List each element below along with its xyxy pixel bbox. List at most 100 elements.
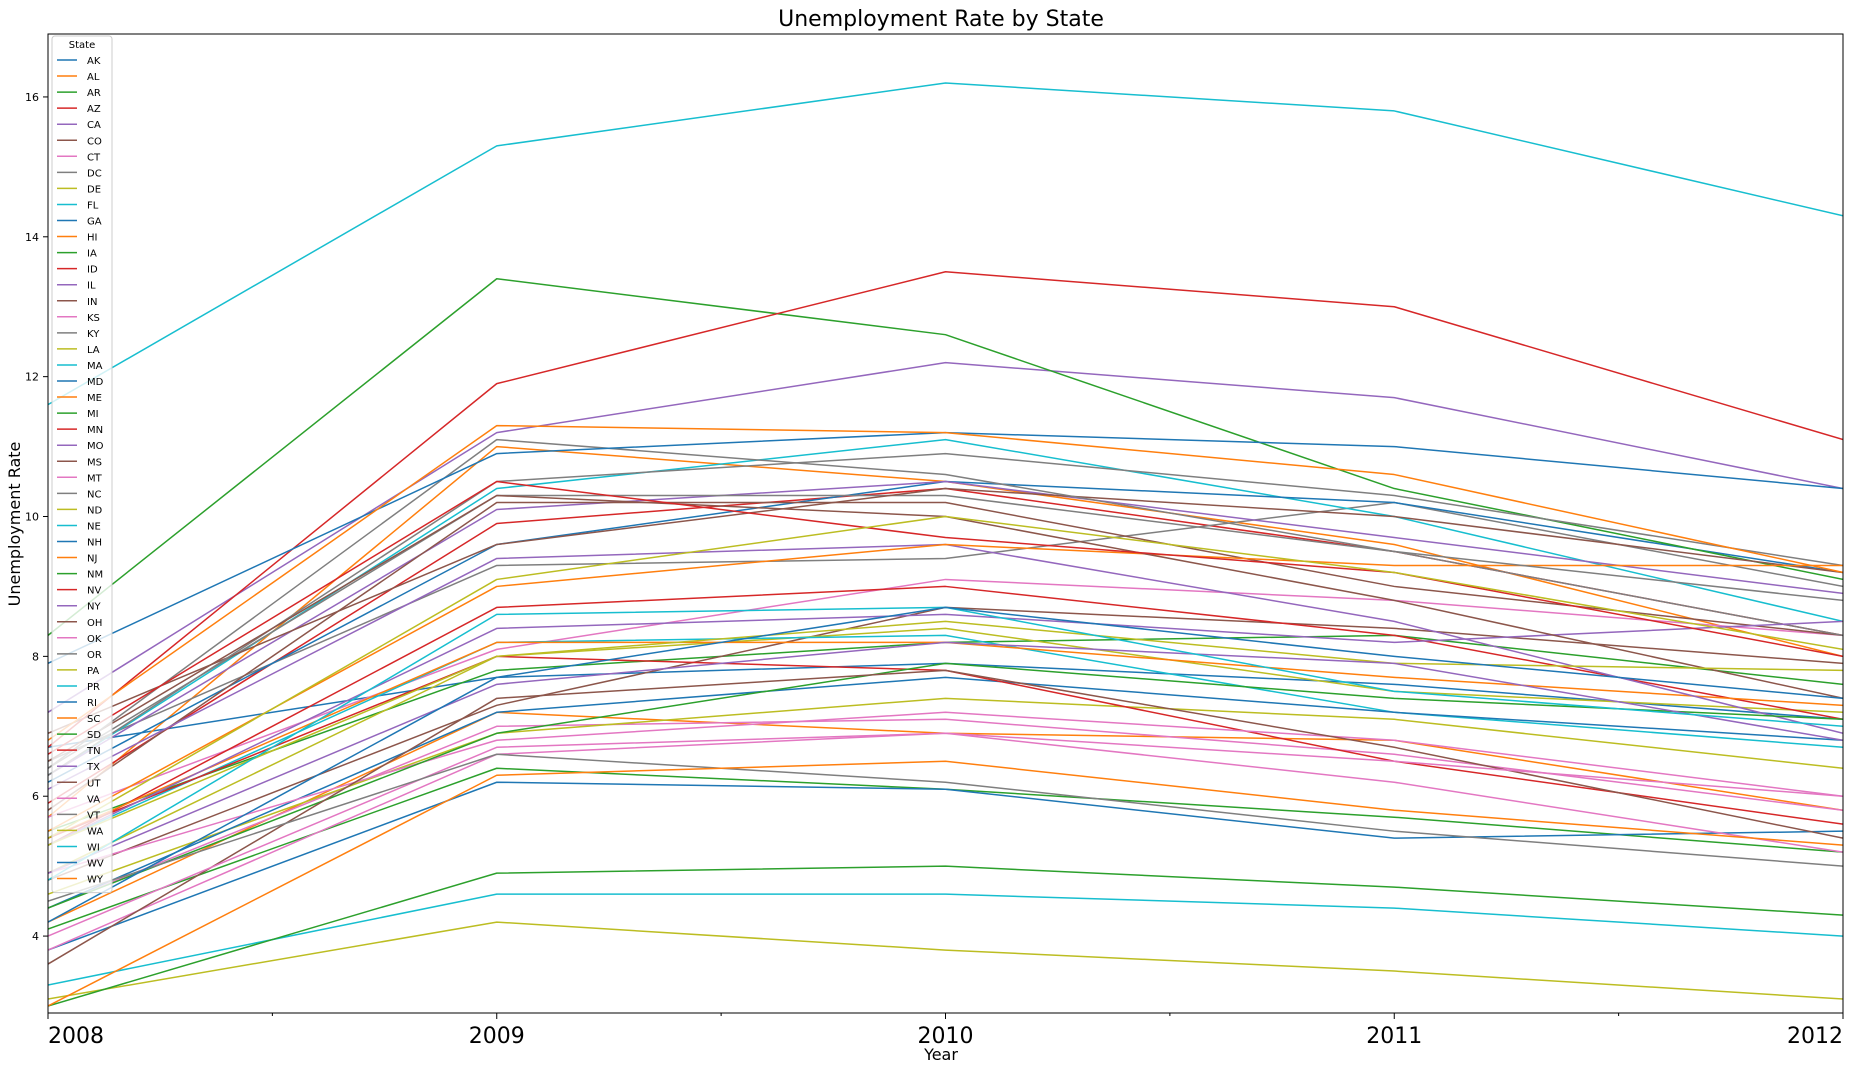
series-line-ca: [48, 361, 1843, 713]
x-tick-label: 2010: [918, 1024, 974, 1049]
legend-label-ny: NY: [87, 602, 101, 613]
x-tick-label: 2008: [48, 1024, 104, 1049]
series-line-wa: [48, 515, 1843, 839]
series-line-ne: [48, 893, 1843, 986]
legend-box: [51, 35, 113, 894]
legend-label-nj: NJ: [87, 554, 97, 565]
plot-area: 2008 2009 2010 2011 2012 4 6 8 10 12 14 16: [25, 33, 1844, 1049]
series-line-tx: [48, 641, 1843, 874]
series-line-pr: [48, 82, 1843, 406]
legend-label-ar: AR: [87, 88, 101, 99]
series-line-mi: [48, 278, 1843, 636]
series-lines: [48, 82, 1843, 1007]
series-line-wy: [48, 760, 1843, 1007]
legend-label-pa: PA: [87, 666, 99, 677]
legend-label-wi: WI: [87, 842, 100, 853]
x-tick-label: 2011: [1366, 1024, 1422, 1049]
series-line-ok: [48, 732, 1843, 951]
legend-label-ak: AK: [87, 56, 101, 67]
series-line-nj: [48, 543, 1843, 832]
series-line-nd: [48, 921, 1843, 1000]
legend-label-nh: NH: [87, 538, 102, 549]
legend-label-wy: WY: [87, 875, 104, 886]
y-tick-label: 16: [25, 91, 39, 104]
series-line-me: [48, 641, 1843, 839]
legend-label-co: CO: [87, 136, 102, 147]
legend-label-in: IN: [87, 297, 97, 308]
legend-label-tx: TX: [86, 762, 100, 773]
x-axis-label: Year: [923, 1045, 958, 1064]
series-line-va: [48, 732, 1843, 937]
legend-label-mo: MO: [87, 441, 104, 452]
y-tick-label: 14: [25, 231, 39, 244]
legend-label-wa: WA: [87, 826, 103, 837]
series-line-in: [48, 501, 1843, 811]
y-axis-label: Unemployment Rate: [5, 442, 24, 607]
legend-label-ca: CA: [87, 120, 101, 131]
series-line-dc: [48, 501, 1843, 762]
legend-label-ia: IA: [87, 249, 97, 260]
series-line-ms: [48, 487, 1843, 734]
legend-label-ct: CT: [87, 152, 101, 163]
x-tick-label: 2009: [469, 1024, 525, 1049]
series-line-ct: [48, 578, 1843, 818]
legend-label-ma: MA: [87, 361, 103, 372]
legend-label-hi: HI: [87, 233, 97, 244]
series-line-ma: [48, 634, 1843, 846]
series-line-nm: [48, 662, 1843, 909]
series-line-il: [48, 480, 1843, 776]
chart-title: Unemployment Rate by State: [778, 7, 1104, 32]
legend-label-md: MD: [87, 377, 104, 388]
series-line-or: [48, 438, 1843, 769]
series-line-ga: [48, 480, 1843, 783]
legend-label-ri: RI: [87, 698, 97, 709]
series-line-tn: [48, 480, 1843, 755]
legend-label-mt: MT: [87, 473, 103, 484]
legend-label-ky: KY: [87, 329, 100, 340]
legend-label-il: IL: [87, 281, 96, 292]
series-line-ny: [48, 613, 1843, 846]
legend-label-va: VA: [87, 794, 100, 805]
legend-label-nm: NM: [87, 570, 103, 581]
legend-label-ne: NE: [87, 521, 101, 532]
legend-label-oh: OH: [87, 618, 102, 629]
series-line-nc: [48, 452, 1843, 776]
series-line-sd: [48, 865, 1843, 1007]
series-line-md: [48, 676, 1843, 909]
y-tick-label: 12: [25, 371, 39, 384]
legend-label-la: LA: [87, 345, 100, 356]
legend-label-sd: SD: [87, 730, 101, 741]
series-line-de: [48, 627, 1843, 874]
series-line-pa: [48, 620, 1843, 846]
legend-label-tn: TN: [86, 746, 101, 757]
y-tick-label: 4: [32, 930, 39, 943]
series-line-vt: [48, 753, 1843, 902]
series-line-ut: [48, 669, 1843, 965]
legend-label-nv: NV: [87, 586, 101, 597]
series-line-nv: [48, 271, 1843, 748]
legend-label-dc: DC: [87, 168, 102, 179]
legend-label-ok: OK: [87, 634, 102, 645]
legend-label-ga: GA: [87, 217, 102, 228]
legend-label-al: AL: [87, 72, 100, 83]
legend-label-nc: NC: [87, 489, 101, 500]
series-line-sc: [48, 424, 1843, 741]
legend-label-ks: KS: [87, 313, 100, 324]
legend-label-or: OR: [87, 650, 102, 661]
y-tick-label: 6: [32, 790, 39, 803]
series-line-mt: [48, 711, 1843, 874]
legend-label-de: DE: [87, 184, 101, 195]
legend-label-ut: UT: [87, 778, 101, 789]
series-line-wv: [48, 606, 1843, 923]
legend: State AK AL AR AZ CA CO CT DC DE FL GA HI IA ID IL IN KS K…: [51, 35, 113, 894]
series-line-id: [48, 585, 1843, 846]
legend-label-me: ME: [87, 393, 102, 404]
series-line-ky: [48, 494, 1843, 769]
legend-label-id: ID: [87, 265, 98, 276]
series-line-nh: [48, 781, 1843, 951]
y-tick-label: 10: [25, 511, 39, 524]
legend-label-az: AZ: [87, 104, 101, 115]
legend-label-mn: MN: [87, 425, 103, 436]
